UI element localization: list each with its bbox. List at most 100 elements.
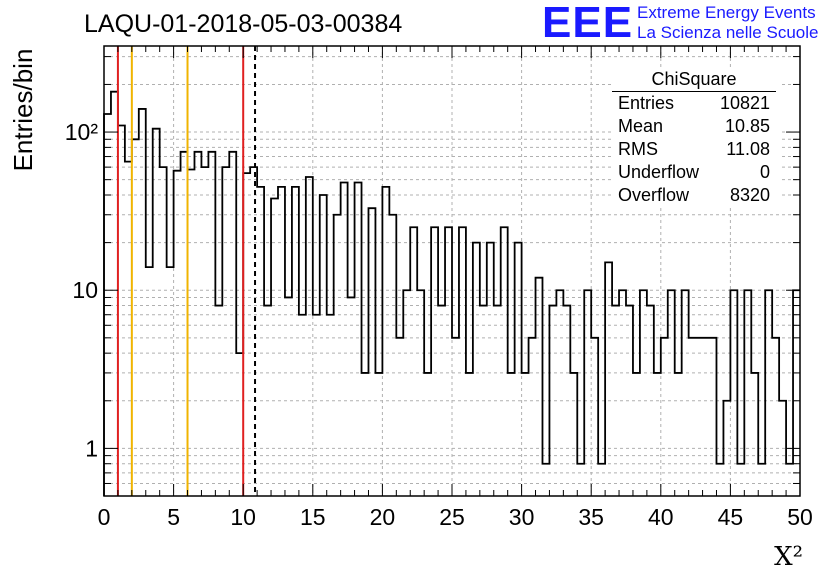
histogram-bin [355, 182, 362, 496]
histogram-bin [480, 306, 487, 496]
histogram-bin [194, 152, 201, 496]
histogram-bin [556, 290, 563, 496]
histogram-bin [257, 187, 264, 496]
histogram-bin [605, 262, 612, 496]
stats-label: Overflow [618, 185, 690, 205]
histogram-bin [438, 306, 445, 496]
histogram-bin [389, 215, 396, 496]
x-tick-label: 15 [300, 504, 326, 530]
stats-title: ChiSquare [612, 68, 776, 92]
histogram-bin [772, 338, 779, 496]
stats-row-rms: RMS 11.08 [612, 138, 780, 161]
histogram-bin [299, 315, 306, 496]
histogram-bin [146, 267, 153, 496]
stats-label: RMS [618, 139, 658, 159]
histogram-bin [633, 373, 640, 496]
histogram-bin [675, 373, 682, 496]
histogram-bin [668, 290, 675, 496]
histogram-bin [542, 464, 549, 496]
histogram-bin [563, 306, 570, 496]
histogram-bin [459, 227, 466, 496]
stats-row-overflow: Overflow 8320 [612, 184, 780, 207]
histogram-bin [598, 464, 605, 496]
histogram-bin [368, 208, 375, 496]
histogram-bin [522, 373, 529, 496]
histogram-bin [619, 290, 626, 496]
histogram-bin [208, 152, 215, 496]
histogram-bin [549, 306, 556, 496]
histogram-bin [250, 167, 257, 496]
histogram-bin [306, 177, 313, 496]
histogram-bin [320, 195, 327, 496]
y-tick-label: 10 [72, 277, 98, 303]
histogram-bin [591, 338, 598, 496]
histogram-bin [417, 290, 424, 496]
x-tick-label: 25 [439, 504, 465, 530]
histogram-bin [431, 227, 438, 496]
histogram-bin [487, 243, 494, 496]
x-tick-label: 35 [578, 504, 604, 530]
histogram-bin [104, 114, 111, 496]
stats-row-underflow: Underflow 0 [612, 161, 780, 184]
eee-logo: EEE [542, 0, 634, 47]
histogram-bin [744, 290, 751, 496]
logo-line-1: Extreme Energy Events [637, 3, 816, 22]
run-title: LAQU-01-2018-05-03-00384 [84, 10, 403, 38]
histogram-bin [445, 227, 452, 496]
stats-value: 0 [759, 162, 770, 182]
stats-value: 10.85 [724, 116, 770, 136]
histogram-bin [716, 464, 723, 496]
histogram-bin [640, 290, 647, 496]
histogram-series [103, 90, 800, 496]
histogram-bin [118, 126, 125, 496]
histogram-bin [494, 306, 501, 496]
y-tick-label: 10² [65, 119, 99, 145]
histogram-bin [682, 290, 689, 496]
histogram-bin [236, 353, 243, 496]
histogram-bin [222, 167, 229, 496]
histogram-bin [403, 290, 410, 496]
histogram-bin [779, 401, 786, 496]
histogram-bin [654, 373, 661, 496]
x-tick-label: 30 [509, 504, 535, 530]
axis-layer: 0 5 10 15 20 25 30 35 40 45 50 1 10 10² [65, 46, 813, 530]
x-tick-label: 45 [718, 504, 744, 530]
stats-label: Underflow [618, 162, 700, 182]
histogram-bin [751, 373, 758, 496]
histogram-bin [410, 227, 417, 496]
histogram-bin [264, 306, 271, 496]
histogram-bin [375, 373, 382, 496]
stats-box: ChiSquare Entries 10821 Mean 10.85 RMS 1… [612, 68, 780, 207]
histogram-bin [786, 464, 793, 496]
histogram-bin [765, 290, 772, 496]
histogram-bin [278, 187, 285, 496]
stats-value: 8320 [729, 185, 770, 205]
histogram-bin [793, 290, 800, 496]
stats-value: 10821 [719, 93, 770, 113]
histogram-bin [703, 338, 710, 496]
histogram-bin [271, 199, 278, 496]
histogram-step-line [103, 90, 800, 496]
x-tick-label: 10 [230, 504, 256, 530]
stats-label: Mean [618, 116, 664, 136]
histogram-bin [730, 290, 737, 496]
histogram-bin [612, 306, 619, 496]
histogram-bin [181, 152, 188, 496]
stats-value: 11.08 [726, 139, 770, 159]
histogram-bin [501, 227, 508, 496]
histogram-bin [570, 373, 577, 496]
histogram-bin [452, 338, 459, 496]
x-tick-label: 50 [787, 504, 813, 530]
histogram-bin [111, 92, 118, 496]
histogram-bin [508, 373, 515, 496]
histogram-bin [132, 139, 139, 496]
stats-row-mean: Mean 10.85 [612, 115, 780, 138]
histogram-bin [515, 243, 522, 496]
histogram-bin [536, 278, 543, 496]
histogram-bin [341, 182, 348, 496]
logo-line-2: La Scienza nelle Scuole [637, 23, 819, 42]
histogram-bin [689, 338, 696, 496]
histogram-bin [313, 315, 320, 496]
histogram-bin [229, 152, 236, 496]
